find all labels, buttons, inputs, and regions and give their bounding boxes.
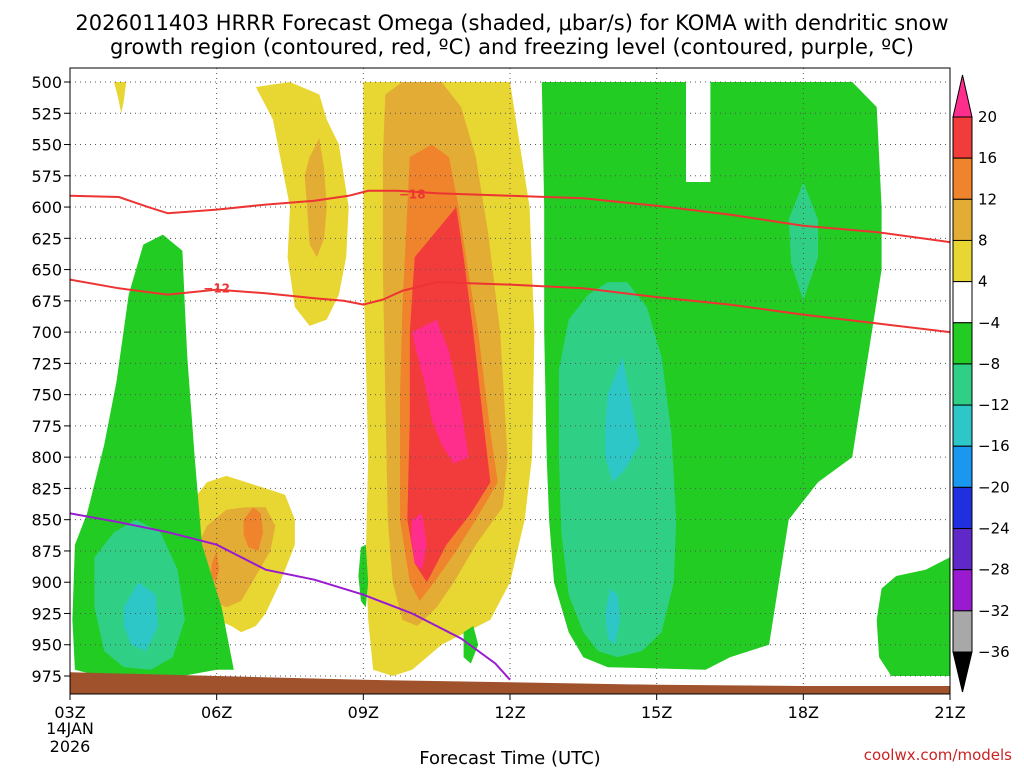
y-tick-label: 825 [31,479,62,498]
x-tick-label: 21Z [934,703,965,722]
y-tick-label: 625 [31,229,62,248]
omega-region-neg12 [123,582,158,651]
colorbar-swatch [952,157,973,200]
y-tick-label: 525 [31,104,62,123]
omega-shading [72,82,950,676]
colorbar-label: 20 [978,108,997,126]
terrain-layer [70,672,950,694]
y-tick-label: 575 [31,167,62,186]
y-axis-pressure-levels: 500 525 550 575 600 625 650 675 700 725 750 775 800 8… [31,73,70,686]
colorbar-label: 16 [978,149,997,167]
y-tick-label: 900 [31,573,62,592]
omega-region-neg8 [788,182,818,301]
dgz-contour-line [70,189,950,244]
dgz-contour-line [70,278,950,334]
colorbar-legend: 20 16 12 8 4 −4 −8 −12 −16 −20 −24 −28 −32 −36 [952,74,1010,693]
y-tick-label: 775 [31,417,62,436]
colorbar-bottom-arrow [952,651,973,693]
x-tick-label: 18Z [788,703,819,722]
omega-region-pos8 [304,138,327,258]
colorbar-label: −4 [978,314,1000,332]
y-tick-label: 600 [31,198,62,217]
colorbar-swatch [952,322,973,365]
colorbar-swatch [952,486,973,530]
colorbar-label: −24 [978,520,1010,538]
omega-region-neg4 [358,544,369,608]
x-axis-title: Forecast Time (UTC) [419,748,600,768]
colorbar-swatch [952,116,973,159]
y-tick-label: 975 [31,667,62,686]
chart-title-line-2: growth region (contoured, red, ºC) and f… [110,35,914,59]
chart-title-line-1: 2026011403 HRRR Forecast Omega (shaded, … [75,11,948,35]
y-tick-label: 950 [31,636,62,655]
omega-region-pos12 [243,507,264,551]
colorbar-label: −28 [978,561,1010,579]
colorbar-swatch [952,198,973,241]
omega-region-neg12 [605,357,640,483]
y-tick-label: 725 [31,354,62,373]
colorbar-label: −32 [978,602,1010,620]
y-tick-label: 550 [31,136,62,155]
y-tick-label: 850 [31,511,62,530]
date-label-month: 14JAN [46,719,94,738]
date-label-year: 2026 [50,737,91,756]
omega-region-pos4 [114,82,127,114]
colorbar-swatch [952,610,973,653]
colorbar-label: 4 [978,273,988,291]
y-tick-label: 675 [31,292,62,311]
temperature-contours: −18 −12 [70,188,950,681]
omega-region-pos20 [412,319,469,464]
colorbar-swatch [952,404,973,447]
omega-region-pos4 [255,82,349,326]
colorbar-label: −8 [978,355,1000,373]
y-tick-label: 650 [31,261,62,280]
colorbar-label: −20 [978,478,1010,496]
colorbar-swatch [952,281,973,324]
colorbar-label: 8 [978,231,988,249]
terrain-surface [70,672,950,694]
colorbar-label: 12 [978,190,997,208]
colorbar-label: −36 [978,643,1010,661]
x-tick-label: 09Z [348,703,379,722]
colorbar-label: −12 [978,396,1010,414]
colorbar-swatch [952,445,973,488]
y-tick-label: 700 [31,323,62,342]
y-tick-label: 750 [31,386,62,405]
credit-text[interactable]: coolwx.com/models [864,746,1012,764]
colorbar-swatch [952,528,973,571]
x-tick-label: 15Z [641,703,672,722]
x-tick-label: 12Z [494,703,525,722]
y-tick-label: 500 [31,73,62,92]
omega-region-neg4 [876,557,950,676]
colorbar-swatch [952,363,973,406]
dgz-contour-label: −12 [203,281,230,295]
freezing-level-contour [70,512,511,681]
omega-region-neg12 [605,588,620,645]
x-tick-label: 03Z [54,703,85,722]
x-axis-forecast-hours: 03Z 06Z 09Z 12Z 15Z 18Z 21Z [54,694,966,722]
y-tick-label: 925 [31,604,62,623]
y-tick-label: 800 [31,448,62,467]
omega-region-pos20 [411,513,427,570]
dgz-contour-label: −18 [399,188,426,202]
x-tick-label: 06Z [201,703,232,722]
colorbar-swatch [952,239,973,283]
y-tick-label: 875 [31,542,62,561]
colorbar-swatch [952,569,973,612]
colorbar-label: −16 [978,437,1010,455]
grid-lines [70,68,950,694]
